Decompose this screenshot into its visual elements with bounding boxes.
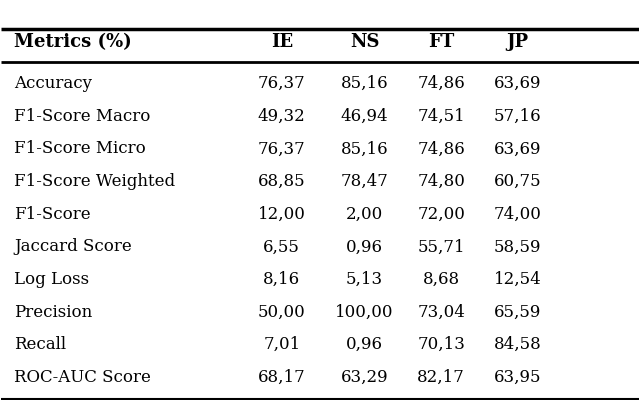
Text: 68,85: 68,85: [258, 173, 305, 190]
Text: 78,47: 78,47: [340, 173, 388, 190]
Text: 74,80: 74,80: [417, 173, 465, 190]
Text: 84,58: 84,58: [493, 336, 541, 353]
Text: Accuracy: Accuracy: [14, 75, 92, 92]
Text: 76,37: 76,37: [258, 75, 306, 92]
Text: Precision: Precision: [14, 304, 92, 321]
Text: 12,54: 12,54: [493, 271, 541, 288]
Text: 74,86: 74,86: [417, 140, 465, 157]
Text: 63,29: 63,29: [340, 369, 388, 386]
Text: IE: IE: [271, 33, 293, 51]
Text: JP: JP: [506, 33, 529, 51]
Text: 50,00: 50,00: [258, 304, 306, 321]
Text: Recall: Recall: [14, 336, 67, 353]
Text: Metrics (%): Metrics (%): [14, 33, 132, 51]
Text: 5,13: 5,13: [346, 271, 383, 288]
Text: 82,17: 82,17: [417, 369, 465, 386]
Text: 0,96: 0,96: [346, 336, 383, 353]
Text: 8,16: 8,16: [263, 271, 300, 288]
Text: 8,68: 8,68: [422, 271, 460, 288]
Text: 0,96: 0,96: [346, 238, 383, 255]
Text: 72,00: 72,00: [417, 206, 465, 223]
Text: 63,69: 63,69: [494, 75, 541, 92]
Text: 74,51: 74,51: [417, 108, 465, 125]
Text: 85,16: 85,16: [340, 75, 388, 92]
Text: 65,59: 65,59: [494, 304, 541, 321]
Text: FT: FT: [428, 33, 454, 51]
Text: 12,00: 12,00: [258, 206, 306, 223]
Text: 63,69: 63,69: [494, 140, 541, 157]
Text: 7,01: 7,01: [263, 336, 300, 353]
Text: ROC-AUC Score: ROC-AUC Score: [14, 369, 151, 386]
Text: F1-Score Macro: F1-Score Macro: [14, 108, 150, 125]
Text: 73,04: 73,04: [417, 304, 465, 321]
Text: 76,37: 76,37: [258, 140, 306, 157]
Text: 55,71: 55,71: [417, 238, 465, 255]
Text: 63,95: 63,95: [494, 369, 541, 386]
Text: 6,55: 6,55: [263, 238, 300, 255]
Text: 70,13: 70,13: [417, 336, 465, 353]
Text: 100,00: 100,00: [335, 304, 394, 321]
Text: Log Loss: Log Loss: [14, 271, 89, 288]
Text: F1-Score Micro: F1-Score Micro: [14, 140, 146, 157]
Text: F1-Score: F1-Score: [14, 206, 91, 223]
Text: 85,16: 85,16: [340, 140, 388, 157]
Text: 68,17: 68,17: [258, 369, 306, 386]
Text: 49,32: 49,32: [258, 108, 306, 125]
Text: 60,75: 60,75: [493, 173, 541, 190]
Text: 2,00: 2,00: [346, 206, 383, 223]
Text: NS: NS: [350, 33, 380, 51]
Text: 46,94: 46,94: [340, 108, 388, 125]
Text: 74,86: 74,86: [417, 75, 465, 92]
Text: F1-Score Weighted: F1-Score Weighted: [14, 173, 175, 190]
Text: 74,00: 74,00: [493, 206, 541, 223]
Text: Jaccard Score: Jaccard Score: [14, 238, 132, 255]
Text: 57,16: 57,16: [493, 108, 541, 125]
Text: 58,59: 58,59: [494, 238, 541, 255]
